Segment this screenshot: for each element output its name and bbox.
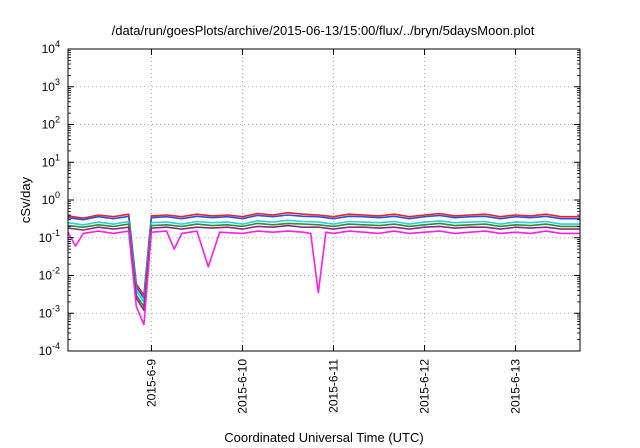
series-group xyxy=(67,211,580,326)
x-tick-label: 2015-6-11 xyxy=(326,359,340,413)
x-tick-label: 2015-6-9 xyxy=(144,359,158,407)
grid xyxy=(68,49,580,351)
y-axis: 10-4 10-3 10-2 10-1 100 101 102 103 104 xyxy=(39,39,580,358)
x-tick-label: 2015-6-10 xyxy=(235,359,249,414)
x-axis: 2015-6-9 2015-6-10 2015-6-11 2015-6-12 2015-… xyxy=(144,49,523,414)
series-line-1 xyxy=(67,211,580,297)
x-tick-label: 2015-6-12 xyxy=(418,359,432,414)
x-axis-label: Coordinated Universal Time (UTC) xyxy=(224,430,423,445)
series-line-5 xyxy=(67,224,580,312)
x-tick-label: 2015-6-13 xyxy=(509,359,523,414)
series-line-6 xyxy=(67,230,580,326)
y-tick-label: 102 xyxy=(42,115,60,132)
y-tick-label: 103 xyxy=(42,77,60,94)
y-tick-label: 10-2 xyxy=(39,266,60,283)
y-tick-label: 104 xyxy=(42,39,60,56)
y-tick-label: 10-4 xyxy=(39,341,60,358)
y-tick-label: 100 xyxy=(42,190,60,207)
series-line-3 xyxy=(67,219,580,303)
y-tick-label: 10-3 xyxy=(39,303,60,320)
series-line-4 xyxy=(67,222,580,308)
series-line-2 xyxy=(67,214,580,300)
y-tick-label: 10-1 xyxy=(39,228,60,245)
y-tick-label: 101 xyxy=(42,152,60,169)
y-axis-label: cSv/day xyxy=(18,176,33,223)
chart-title: /data/run/goesPlots/archive/2015-06-13/1… xyxy=(112,23,535,38)
